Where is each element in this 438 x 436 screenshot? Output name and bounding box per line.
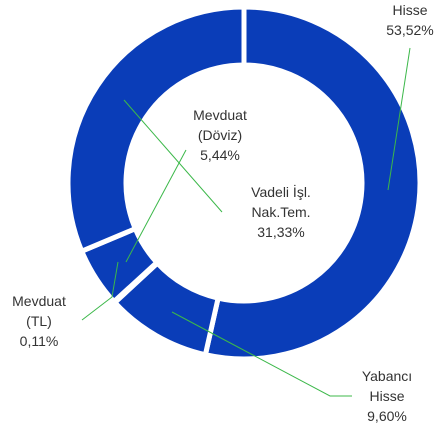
category-label: Yabancı Hisse — [361, 368, 413, 404]
value-label: 9,60% — [367, 408, 407, 424]
slice-label: Hisse 53,52% — [375, 0, 438, 40]
value-label: 53,52% — [386, 22, 434, 38]
category-label: Hisse — [392, 2, 428, 18]
donut-slice — [65, 4, 247, 255]
category-label: Mevduat (TL) — [12, 293, 66, 329]
value-label: 5,44% — [200, 147, 240, 163]
slice-label: Vadeli İşl. Nak.Tem. 31,33% — [235, 182, 327, 242]
slice-label: Yabancı Hisse 9,60% — [352, 366, 422, 426]
category-label: Vadeli İşl. Nak.Tem. — [251, 184, 311, 220]
leader-line — [171, 311, 352, 397]
leader-line — [81, 261, 119, 321]
leader-line — [387, 47, 411, 191]
leader-line — [125, 149, 187, 263]
value-label: 31,33% — [257, 224, 305, 240]
slice-label: Mevduat (TL) 0,11% — [4, 291, 74, 351]
value-label: 0,11% — [19, 333, 59, 349]
slice-label: Mevduat (Döviz) 5,44% — [184, 105, 256, 165]
leader-line — [123, 99, 223, 213]
category-label: Mevduat (Döviz) — [193, 107, 247, 143]
donut-slice — [202, 4, 423, 362]
